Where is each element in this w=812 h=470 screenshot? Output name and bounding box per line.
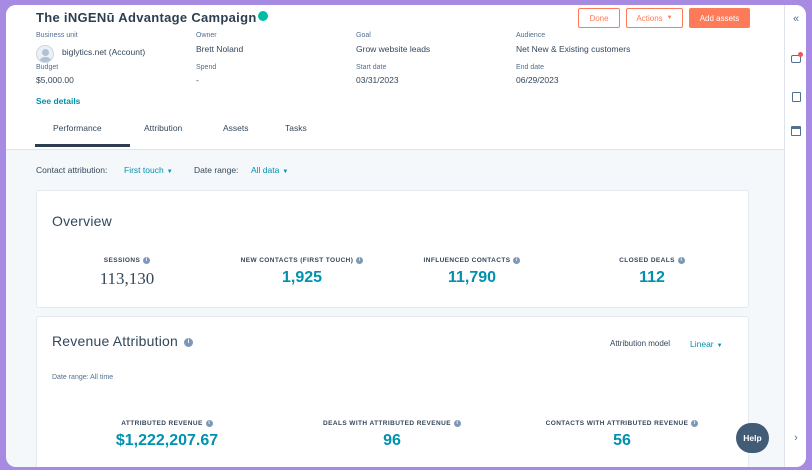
date-range-dropdown[interactable]: All data ▼: [251, 165, 288, 175]
deals-attributed-metric: DEALS WITH ATTRIBUTED REVENUE i 96: [307, 420, 477, 450]
start-date-label: Start date: [356, 64, 387, 71]
app-window: The iNGENū Advantage Campaign Done Actio…: [6, 5, 806, 467]
attribution-model-label: Attribution model: [610, 339, 671, 348]
date-range-label: Date range:: [194, 165, 239, 175]
attributed-revenue-label: ATTRIBUTED REVENUE: [121, 420, 203, 428]
date-range-note: Date range: All time: [52, 374, 114, 381]
attributed-revenue-metric: ATTRIBUTED REVENUE i $1,222,207.67: [92, 420, 242, 450]
budget-value: $5,000.00: [36, 75, 74, 85]
business-unit-label: Business unit: [36, 32, 78, 39]
contacts-attributed-metric: CONTACTS WITH ATTRIBUTED REVENUE i 56: [527, 420, 717, 450]
owner-value: Brett Noland: [196, 44, 244, 54]
info-icon[interactable]: i: [356, 257, 364, 264]
tab-tasks[interactable]: Tasks: [285, 123, 307, 133]
double-chevron-left-icon[interactable]: «: [792, 13, 800, 25]
campaign-main: The iNGENū Advantage Campaign Done Actio…: [6, 5, 784, 467]
end-date-value: 06/29/2023: [516, 75, 559, 85]
active-tab-indicator: [35, 144, 130, 147]
chevron-right-icon[interactable]: ›: [794, 432, 798, 444]
document-icon[interactable]: [790, 91, 802, 103]
actions-label: Actions: [636, 13, 663, 23]
revenue-attribution-title: Revenue Attribution: [52, 333, 178, 349]
new-contacts-metric: NEW CONTACTS (FIRST TOUCH) i 1,925: [227, 257, 377, 287]
actions-dropdown[interactable]: Actions ▼: [626, 8, 683, 28]
sessions-label: SESSIONS: [103, 257, 141, 265]
sessions-value: 113,130: [99, 269, 155, 289]
help-button[interactable]: Help: [736, 423, 769, 453]
influenced-contacts-label: INFLUENCED CONTACTS: [423, 257, 511, 265]
status-indicator: [258, 11, 268, 21]
contact-attribution-dropdown[interactable]: First touch ▼: [124, 165, 173, 175]
attribution-model-dropdown[interactable]: Linear ▼: [690, 339, 723, 349]
spend-label: Spend: [196, 64, 217, 71]
account-avatar: [36, 45, 54, 63]
influenced-contacts-value[interactable]: 11,790: [447, 269, 497, 287]
contacts-attributed-value[interactable]: 56: [613, 432, 631, 450]
revenue-attribution-card: Revenue Attribution i Attribution model L…: [36, 316, 749, 467]
tab-attribution[interactable]: Attribution: [144, 123, 183, 133]
sessions-metric: SESSIONS i 113,130: [72, 257, 182, 289]
closed-deals-label: CLOSED DEALS: [619, 257, 675, 265]
revenue-title-row: Revenue Attribution i: [52, 333, 193, 349]
info-icon[interactable]: i: [677, 257, 685, 264]
closed-deals-value[interactable]: 112: [639, 269, 665, 287]
notification-dot: [798, 52, 803, 57]
contact-attribution-label: Contact attribution:: [36, 165, 108, 175]
info-icon[interactable]: i: [143, 257, 151, 264]
attribution-model-value: Linear: [690, 339, 714, 349]
deals-attributed-value[interactable]: 96: [383, 432, 401, 450]
right-sidebar: « ›: [784, 5, 806, 467]
business-unit-value: biglytics.net (Account): [62, 47, 146, 57]
audience-value: Net New & Existing customers: [516, 44, 631, 54]
audience-label: Audience: [516, 32, 546, 39]
deals-attributed-label: DEALS WITH ATTRIBUTED REVENUE: [323, 420, 451, 428]
info-icon[interactable]: i: [513, 257, 521, 264]
end-date-label: End date: [516, 64, 545, 71]
contacts-attributed-label: CONTACTS WITH ATTRIBUTED REVENUE: [545, 420, 689, 428]
done-button[interactable]: Done: [578, 8, 620, 28]
new-contacts-label: NEW CONTACTS (FIRST TOUCH): [240, 257, 354, 265]
info-icon[interactable]: i: [184, 337, 193, 347]
info-icon[interactable]: i: [691, 420, 699, 427]
overview-card: Overview SESSIONS i 113,130 NEW CONTACTS …: [36, 190, 749, 308]
goal-value: Grow website leads: [356, 44, 431, 54]
influenced-contacts-metric: INFLUENCED CONTACTS i 11,790: [407, 257, 537, 287]
caret-down-icon: ▼: [666, 15, 673, 21]
spend-value: -: [196, 75, 199, 85]
start-date-value: 03/31/2023: [356, 75, 399, 85]
campaign-title: The iNGENū Advantage Campaign: [36, 10, 257, 25]
chat-icon[interactable]: [790, 52, 803, 65]
campaign-header: The iNGENū Advantage Campaign Done Actio…: [6, 5, 784, 150]
overview-title: Overview: [52, 213, 112, 229]
info-icon[interactable]: i: [205, 420, 213, 427]
calendar-icon[interactable]: [790, 125, 802, 137]
caret-down-icon: ▼: [716, 343, 723, 349]
add-assets-button[interactable]: Add assets: [689, 8, 750, 28]
contact-attribution-value: First touch: [124, 165, 164, 175]
tab-assets[interactable]: Assets: [223, 123, 249, 133]
new-contacts-value[interactable]: 1,925: [281, 269, 323, 287]
goal-label: Goal: [356, 32, 371, 39]
see-details-link[interactable]: See details: [36, 96, 81, 106]
info-icon[interactable]: i: [453, 420, 461, 427]
tab-performance[interactable]: Performance: [53, 123, 102, 133]
owner-label: Owner: [196, 32, 217, 39]
date-range-value: All data: [251, 165, 280, 175]
budget-label: Budget: [36, 64, 59, 71]
closed-deals-metric: CLOSED DEALS i 112: [592, 257, 712, 287]
caret-down-icon: ▼: [166, 169, 173, 175]
caret-down-icon: ▼: [282, 169, 289, 175]
attributed-revenue-value[interactable]: $1,222,207.67: [115, 432, 219, 450]
